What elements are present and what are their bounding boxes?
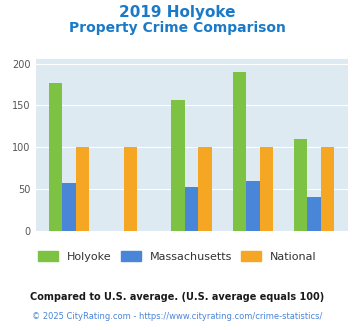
Bar (246, 181, 260, 231)
Bar (124, 147, 137, 231)
Bar (260, 147, 273, 231)
Text: © 2025 CityRating.com - https://www.cityrating.com/crime-statistics/: © 2025 CityRating.com - https://www.city… (32, 312, 323, 321)
Text: Compared to U.S. average. (U.S. average equals 100): Compared to U.S. average. (U.S. average … (31, 292, 324, 302)
Text: Property Crime Comparison: Property Crime Comparison (69, 21, 286, 35)
Bar (307, 197, 321, 231)
Bar (294, 139, 307, 231)
Bar (321, 147, 334, 231)
Text: 2019 Holyoke: 2019 Holyoke (119, 5, 236, 20)
Bar (62, 183, 76, 231)
Bar (233, 72, 246, 231)
Legend: Holyoke, Massachusetts, National: Holyoke, Massachusetts, National (34, 247, 321, 267)
Bar (49, 83, 62, 231)
Bar (171, 100, 185, 231)
Bar (185, 187, 198, 231)
Bar (76, 147, 89, 231)
Bar (198, 147, 212, 231)
